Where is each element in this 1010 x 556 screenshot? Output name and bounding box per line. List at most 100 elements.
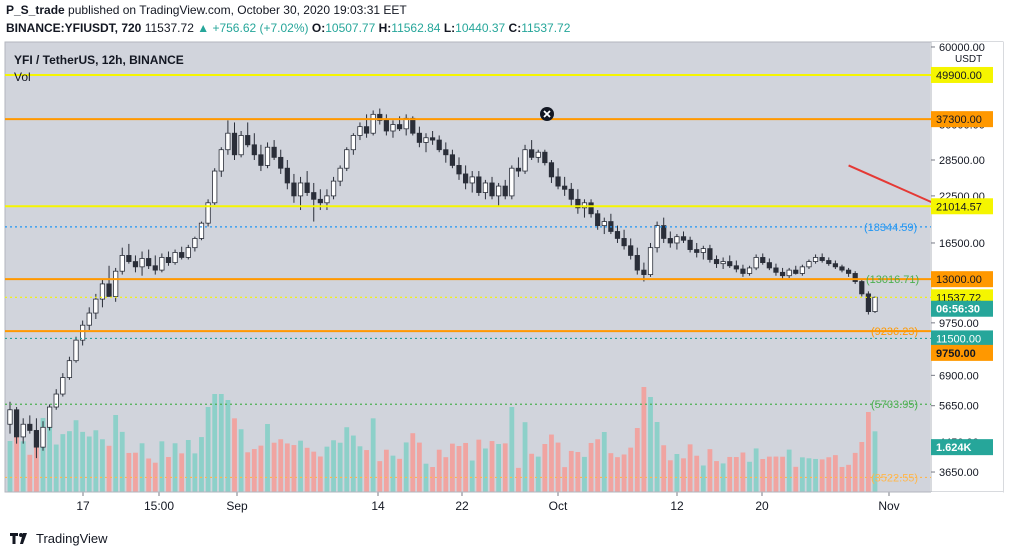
volume-bar [826, 457, 832, 492]
legend-title: YFI / TetherUS, 12h, BINANCE [14, 53, 184, 67]
author-name[interactable]: P_S_trade [6, 3, 65, 17]
candle-body [568, 188, 574, 200]
candle [568, 182, 574, 207]
volume-bar [846, 464, 851, 492]
candle [179, 246, 185, 260]
level-note: (18344.59) [864, 222, 917, 234]
candle [152, 255, 158, 275]
candle [337, 165, 343, 187]
candle [370, 110, 376, 136]
volume-bar [119, 431, 125, 492]
candle-body [509, 167, 515, 197]
candle [377, 108, 383, 125]
close-marker-cross [543, 110, 551, 118]
candle [555, 168, 561, 190]
candle-body [515, 167, 522, 172]
candle [245, 122, 251, 148]
price-tag [931, 66, 993, 83]
candle-body [634, 255, 640, 271]
volume-bar [707, 449, 713, 492]
candle-body [601, 221, 607, 227]
volume-bar [450, 443, 455, 492]
footer-brand[interactable]: TradingView [36, 530, 108, 546]
volume-bar [516, 467, 521, 492]
candle [713, 255, 720, 268]
candle-body [680, 236, 687, 241]
candle-body [159, 257, 165, 271]
candle [482, 179, 489, 200]
candle-body [773, 267, 779, 273]
candle-body [687, 239, 693, 250]
candle [529, 140, 535, 161]
volume-bar [476, 439, 482, 492]
candle-body [562, 185, 568, 190]
candle [132, 255, 139, 273]
candle-body [198, 222, 205, 239]
candle-body [812, 257, 819, 262]
volume-bar [383, 449, 389, 492]
candle [601, 217, 607, 235]
candle-body [463, 173, 469, 184]
volume-bar [370, 418, 376, 492]
volume-bar [674, 454, 680, 492]
candle-body [628, 245, 634, 256]
candle-body [575, 198, 581, 209]
volume-bar [331, 440, 336, 492]
candle-body [60, 377, 66, 395]
volume-bar [232, 418, 237, 492]
candle [515, 157, 522, 177]
candle [832, 260, 838, 270]
candle [278, 149, 284, 174]
candle [852, 271, 858, 284]
candle-body [185, 247, 191, 258]
open-label: O: [311, 21, 326, 35]
candle [746, 265, 753, 276]
candle-body [476, 176, 482, 193]
volume-bar [7, 441, 13, 492]
volume-bar [298, 440, 303, 492]
volume-bar [377, 461, 383, 492]
candle-body [555, 176, 561, 187]
candle-body [865, 293, 871, 313]
candle [509, 165, 515, 200]
price-tag [931, 300, 993, 317]
candle-body [370, 113, 376, 134]
volume-bar [430, 467, 435, 492]
volume-bar [443, 457, 449, 492]
candle-body [192, 238, 198, 249]
candle-body [799, 266, 805, 274]
price-tag-label: 1.624K [936, 442, 972, 454]
candle [793, 265, 799, 275]
candle [469, 171, 475, 193]
price-tag-label: 9750.00 [936, 348, 976, 360]
candle [727, 255, 733, 268]
volume-bar [166, 457, 171, 492]
volume-bar [621, 454, 627, 492]
level-note: (9236.23) [871, 326, 918, 338]
volume-bar [245, 452, 251, 492]
volume-bar [469, 460, 475, 492]
volume-bar [205, 407, 211, 492]
volume-bar [139, 443, 145, 492]
candle-body [350, 135, 356, 151]
candle [522, 144, 528, 174]
candle-body [641, 269, 647, 275]
price-tag [931, 344, 993, 361]
candle [218, 147, 224, 177]
candle-body [496, 185, 502, 197]
candle [476, 171, 482, 196]
candle-body [33, 430, 40, 448]
volume-bar [258, 445, 264, 492]
volume-bar [852, 452, 858, 492]
candle-body [172, 252, 178, 263]
price-axis[interactable] [931, 42, 1003, 492]
volume-bar [397, 458, 402, 492]
candle [231, 122, 238, 161]
price-tag-label: 13000.00 [936, 274, 982, 286]
volume-bar [819, 459, 825, 492]
candle-body [132, 261, 139, 268]
candle [423, 133, 429, 153]
candle [291, 173, 297, 203]
volume-bar [615, 457, 620, 492]
